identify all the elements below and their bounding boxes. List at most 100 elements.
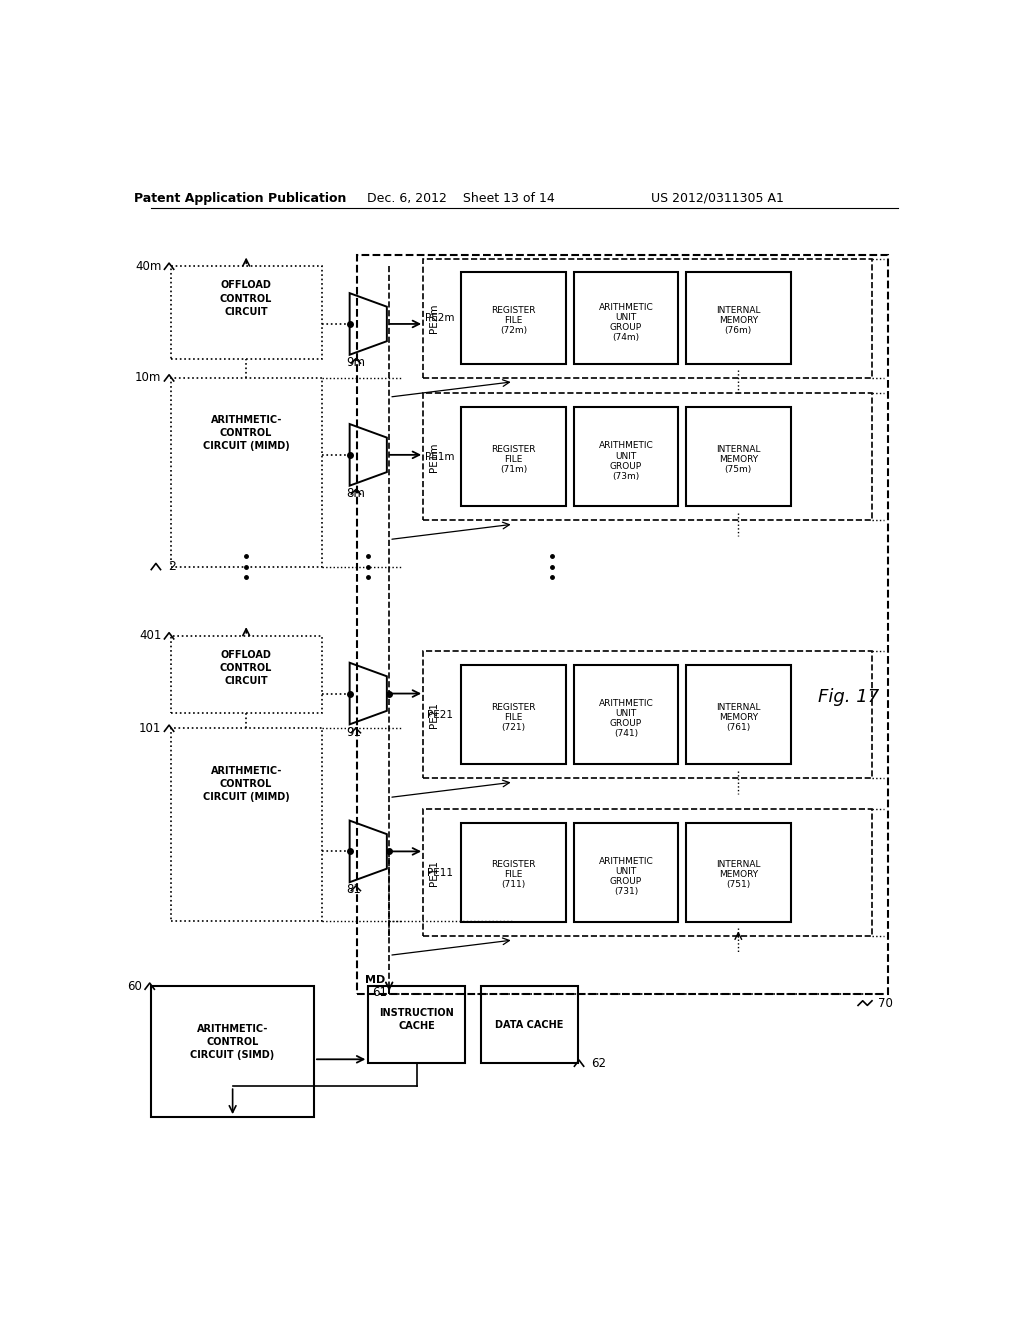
Text: PE11: PE11 [427, 867, 453, 878]
Text: CONTROL: CONTROL [220, 428, 272, 438]
Bar [356, 255, 888, 994]
Bar [686, 665, 791, 764]
Text: FILE: FILE [505, 713, 522, 722]
Text: 2: 2 [168, 560, 176, 573]
Text: CACHE: CACHE [398, 1022, 435, 1031]
Bar [461, 272, 566, 364]
Text: 401: 401 [139, 630, 162, 643]
Text: ARITHMETIC: ARITHMETIC [599, 700, 653, 709]
Text: Dec. 6, 2012    Sheet 13 of 14: Dec. 6, 2012 Sheet 13 of 14 [368, 191, 555, 205]
Text: UNIT: UNIT [615, 709, 637, 718]
Text: MEMORY: MEMORY [719, 315, 758, 325]
Text: 10m: 10m [135, 371, 162, 384]
Text: (72m): (72m) [500, 326, 527, 335]
Bar [686, 272, 791, 364]
Text: PE21: PE21 [429, 702, 439, 727]
Text: INSTRUCTION: INSTRUCTION [379, 1008, 454, 1018]
Text: PE21: PE21 [427, 710, 453, 719]
Text: (711): (711) [502, 880, 525, 890]
Text: CIRCUIT: CIRCUIT [224, 676, 268, 686]
Text: US 2012/0311305 A1: US 2012/0311305 A1 [650, 191, 783, 205]
Text: DATA CACHE: DATA CACHE [495, 1019, 563, 1030]
Text: OFFLOAD: OFFLOAD [221, 649, 271, 660]
Text: FILE: FILE [505, 454, 522, 463]
Bar [461, 665, 566, 764]
Text: 8m: 8m [346, 487, 366, 500]
Text: MEMORY: MEMORY [719, 870, 758, 879]
Text: (761): (761) [726, 722, 751, 731]
Bar [686, 407, 791, 507]
Bar [423, 259, 872, 378]
Text: (74m): (74m) [612, 333, 640, 342]
Text: (751): (751) [726, 880, 751, 890]
Text: CONTROL: CONTROL [220, 779, 272, 788]
Text: CIRCUIT (SIMD): CIRCUIT (SIMD) [190, 1049, 274, 1060]
Text: 9m: 9m [346, 356, 366, 370]
Bar [573, 272, 678, 364]
Text: INTERNAL: INTERNAL [716, 306, 761, 315]
Bar [461, 407, 566, 507]
Text: (741): (741) [613, 730, 638, 738]
Text: MEMORY: MEMORY [719, 454, 758, 463]
Bar [573, 407, 678, 507]
Text: CIRCUIT (MIMD): CIRCUIT (MIMD) [203, 792, 290, 801]
Text: FILE: FILE [505, 870, 522, 879]
Text: 101: 101 [139, 722, 162, 735]
Text: CIRCUIT (MIMD): CIRCUIT (MIMD) [203, 441, 290, 451]
Text: ARITHMETIC: ARITHMETIC [599, 302, 653, 312]
Text: MD: MD [365, 975, 385, 985]
Text: INTERNAL: INTERNAL [716, 861, 761, 870]
Bar [480, 986, 578, 1063]
Text: 40m: 40m [135, 260, 162, 273]
Text: INTERNAL: INTERNAL [716, 445, 761, 454]
Bar [423, 651, 872, 779]
Text: UNIT: UNIT [615, 867, 637, 876]
Text: UNIT: UNIT [615, 451, 637, 461]
Bar [171, 729, 322, 921]
Text: PE2m: PE2m [425, 313, 455, 323]
Text: GROUP: GROUP [610, 719, 642, 729]
Text: ARITHMETIC-: ARITHMETIC- [197, 1023, 268, 1034]
Bar [152, 986, 314, 1117]
Text: (731): (731) [613, 887, 638, 896]
Text: (75m): (75m) [725, 465, 752, 474]
Text: 91: 91 [346, 726, 361, 739]
Text: GROUP: GROUP [610, 878, 642, 886]
Bar [171, 636, 322, 713]
Bar [686, 822, 791, 923]
Text: 70: 70 [879, 997, 893, 1010]
Text: 61: 61 [372, 986, 387, 999]
Text: Fig. 17: Fig. 17 [818, 689, 879, 706]
Bar [423, 809, 872, 936]
Text: PE11: PE11 [429, 859, 439, 886]
Bar [171, 378, 322, 566]
Text: ARITHMETIC: ARITHMETIC [599, 441, 653, 450]
Text: REGISTER: REGISTER [492, 702, 536, 711]
Text: ARITHMETIC: ARITHMETIC [599, 857, 653, 866]
Text: REGISTER: REGISTER [492, 306, 536, 315]
Text: REGISTER: REGISTER [492, 445, 536, 454]
Text: GROUP: GROUP [610, 462, 642, 470]
Text: CONTROL: CONTROL [220, 663, 272, 673]
Bar [423, 393, 872, 520]
Text: PE1m: PE1m [425, 451, 455, 462]
Text: (721): (721) [502, 722, 525, 731]
Text: MEMORY: MEMORY [719, 713, 758, 722]
Text: CONTROL: CONTROL [220, 293, 272, 304]
Text: 81: 81 [346, 883, 361, 896]
Text: 60: 60 [127, 979, 142, 993]
Text: ARITHMETIC-: ARITHMETIC- [211, 416, 282, 425]
Text: FILE: FILE [505, 315, 522, 325]
Text: INTERNAL: INTERNAL [716, 702, 761, 711]
Text: PE1m: PE1m [429, 442, 439, 471]
Text: 62: 62 [592, 1056, 606, 1069]
Text: REGISTER: REGISTER [492, 861, 536, 870]
Bar [369, 986, 465, 1063]
Text: PE2m: PE2m [429, 304, 439, 333]
Text: UNIT: UNIT [615, 313, 637, 322]
Text: (71m): (71m) [500, 465, 527, 474]
Text: OFFLOAD: OFFLOAD [221, 280, 271, 290]
Text: GROUP: GROUP [610, 323, 642, 331]
Text: ARITHMETIC-: ARITHMETIC- [211, 766, 282, 776]
Bar [461, 822, 566, 923]
